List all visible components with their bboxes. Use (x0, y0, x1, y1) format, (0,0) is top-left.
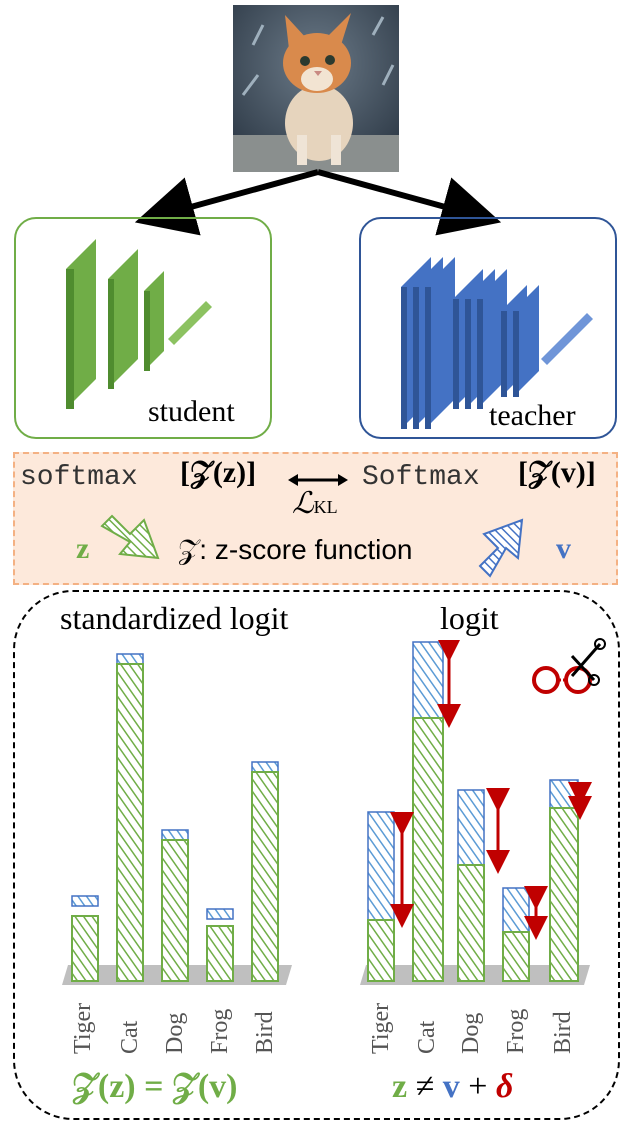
category-label: Bird (252, 1011, 278, 1054)
category-label: Frog (207, 1008, 233, 1054)
standardized-logit-bars (62, 653, 292, 985)
eq-neq: ≠ (415, 1068, 435, 1105)
kl-subscript: KL (313, 497, 338, 517)
bar-frog-logit (502, 887, 530, 982)
bar-bird-logit (549, 779, 579, 982)
category-label: Cat (414, 1020, 440, 1054)
z-student-symbol: z (76, 532, 90, 565)
logit-comparison-panel (13, 590, 620, 1120)
bar-bird-standardized (251, 761, 279, 982)
zscore-function-label: 𝒵: z-score function (178, 534, 413, 565)
teacher-network-box: teacher (359, 217, 617, 439)
category-label: Dog (162, 1012, 188, 1054)
kl-main: ℒ (292, 487, 314, 520)
student-hatched-arrow-icon (100, 514, 160, 560)
softmax-right: Softmax (362, 462, 480, 493)
bar-tiger-standardized (71, 895, 99, 982)
teacher-hatched-arrow-icon (478, 518, 524, 578)
eq-plus: + (468, 1068, 488, 1105)
equation-left-text: 𝒵(z) = 𝒵(v) (72, 1068, 238, 1105)
category-label: Cat (117, 1020, 143, 1054)
category-label: Frog (503, 1008, 529, 1054)
right-category-labels: Tiger Cat Dog Frog Bird (358, 990, 598, 1070)
category-label: Bird (550, 1011, 576, 1054)
eq-z: z (392, 1068, 408, 1105)
category-label: Dog (458, 1012, 484, 1054)
student-network-box: student (14, 217, 272, 439)
bar-frog-standardized (206, 908, 234, 982)
equation-left: 𝒵(z) = 𝒵(v) (72, 1068, 238, 1106)
bar-cat-logit (412, 641, 444, 982)
softmax-left: softmax (20, 462, 138, 493)
student-softmax-arg: [𝒵(z)] (180, 456, 257, 489)
category-label: Tiger (368, 1002, 394, 1054)
teacher-label: teacher (489, 399, 576, 432)
teacher-network-icon (401, 257, 593, 429)
bar-dog-standardized (161, 829, 189, 982)
delta-arrows (390, 640, 592, 940)
handcuffs-scissors-icon (532, 638, 606, 694)
teacher-softmax-arg: [𝒵(v)] (518, 456, 596, 489)
split-arrows (134, 169, 502, 236)
student-label: student (148, 395, 235, 428)
cat-photo (233, 5, 399, 172)
left-category-labels: Tiger Cat Dog Frog Bird (60, 990, 300, 1070)
bar-cat-standardized (116, 653, 144, 982)
panel-right-title: logit (440, 600, 499, 636)
kl-double-arrow-icon (288, 474, 348, 486)
panel-left-title: standardized logit (60, 600, 289, 636)
category-label: Tiger (70, 1002, 96, 1054)
equation-right: z ≠ v + δ (392, 1068, 513, 1106)
raw-logit-bars (360, 640, 592, 985)
bar-dog-logit (457, 789, 485, 982)
eq-v: v (442, 1068, 460, 1105)
v-teacher-symbol: v (556, 532, 571, 565)
eq-delta: δ (495, 1068, 514, 1105)
bar-tiger-logit (367, 811, 395, 982)
kl-loss-symbol: ℒKL (292, 486, 338, 521)
student-network-icon (66, 239, 212, 409)
